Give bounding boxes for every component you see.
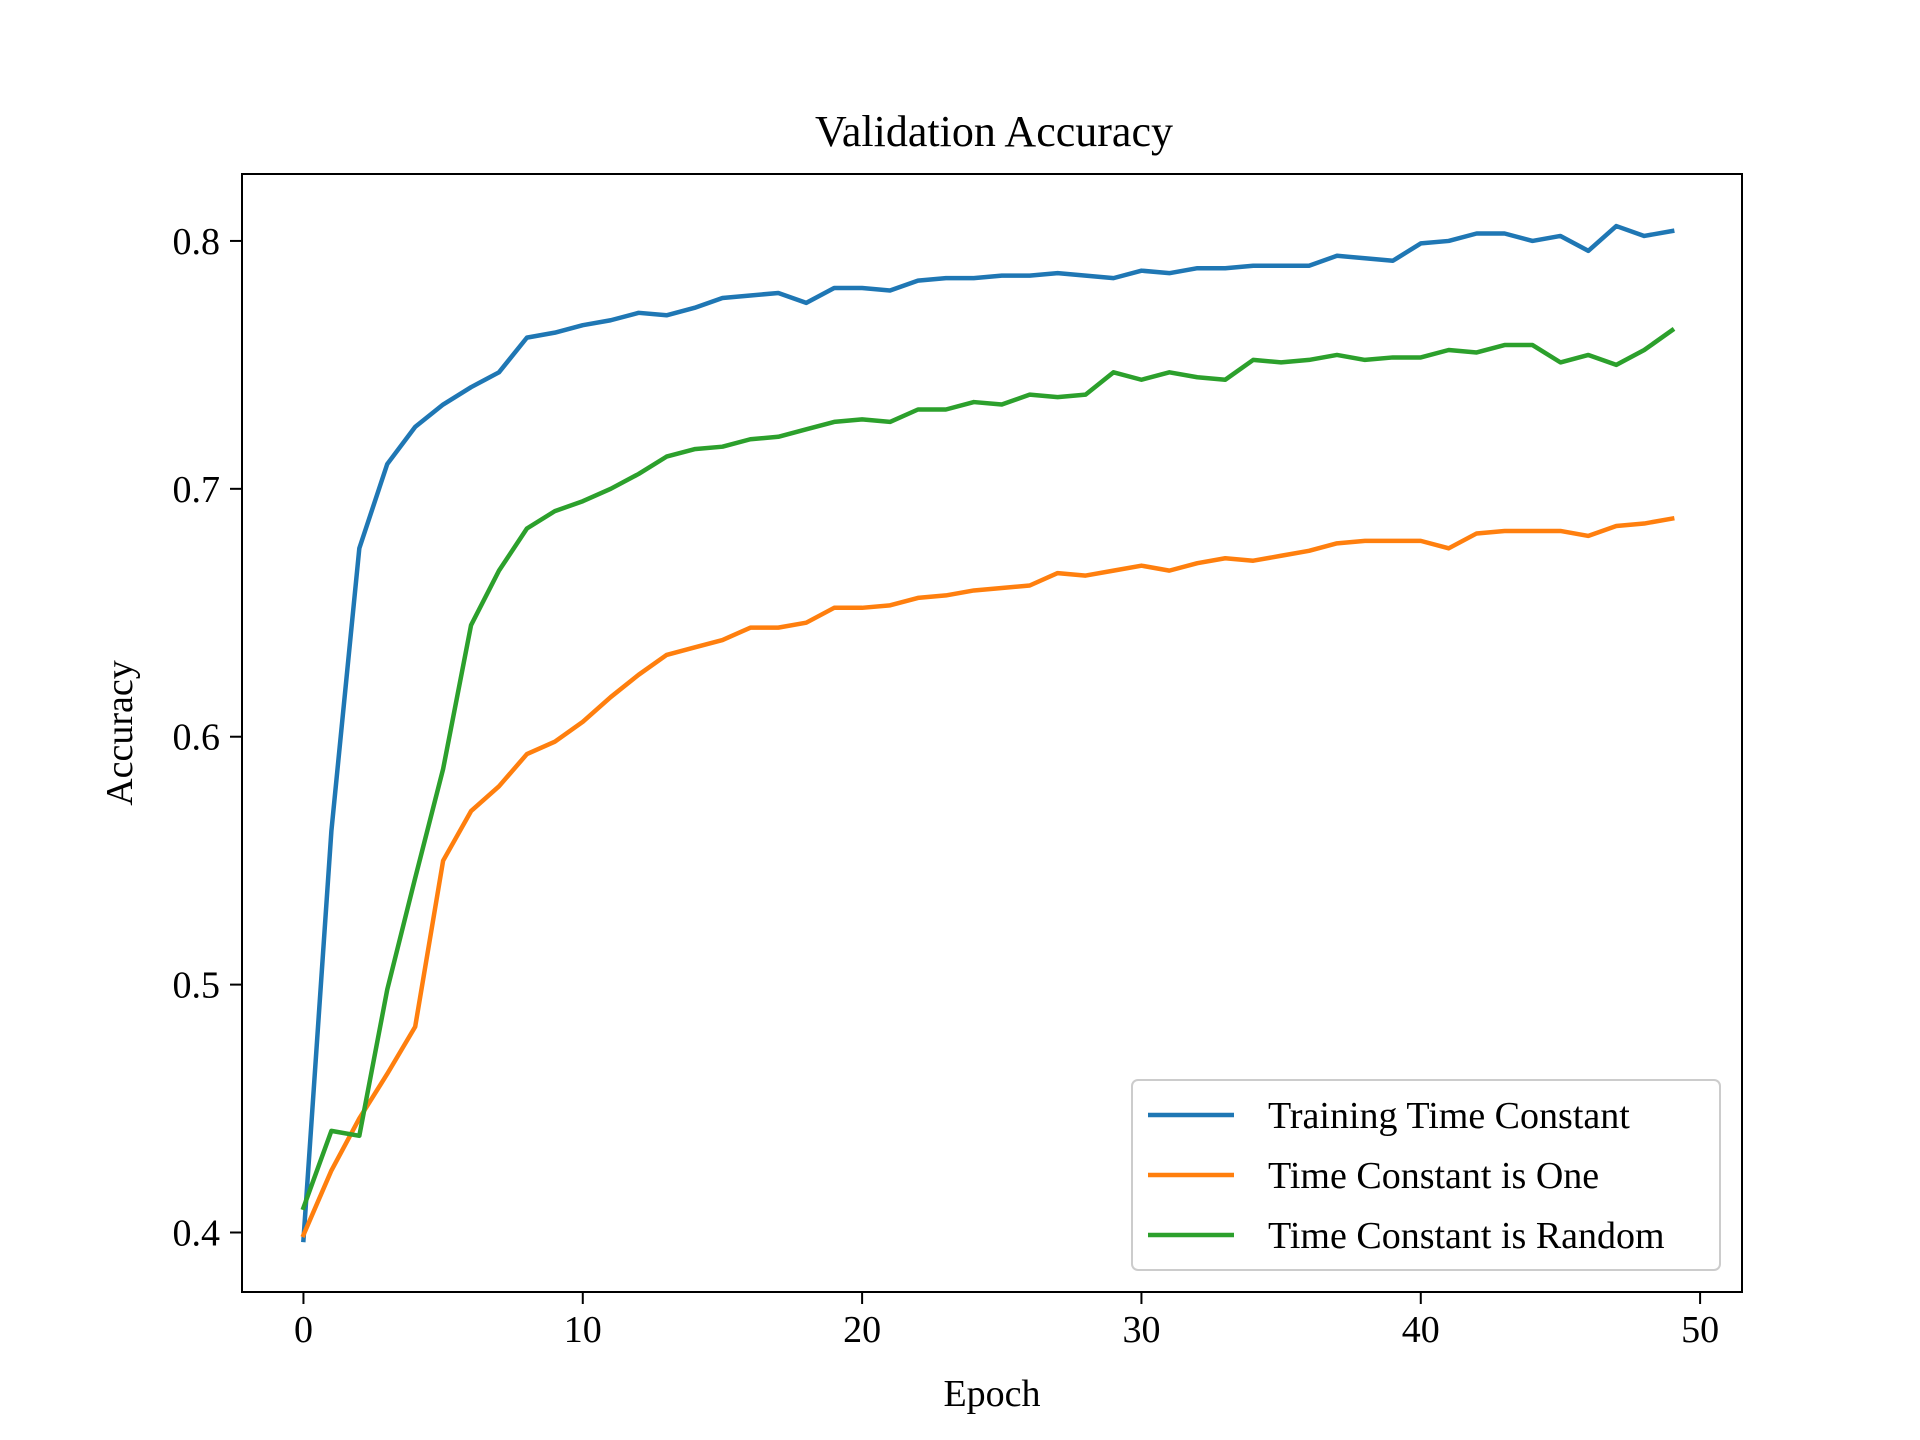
x-tick-label: 30 xyxy=(1122,1309,1160,1351)
legend-box xyxy=(1131,1079,1721,1271)
y-tick-label: 0.7 xyxy=(173,469,221,511)
series-line-1 xyxy=(301,223,1675,1243)
legend-items: Training Time Constant Time Constant is O… xyxy=(1148,1095,1665,1257)
ticks-layer: 0 10 20 30 40 50 0.4 0.5 0.6 0.7 0.8 xyxy=(173,221,1720,1351)
x-axis-label: Epoch xyxy=(943,1373,1040,1415)
y-tick-label: 0.8 xyxy=(173,221,221,263)
series-line-2 xyxy=(300,515,1675,1238)
x-tick-label: 10 xyxy=(564,1309,602,1351)
legend-label-3: Time Constant is Random xyxy=(1268,1215,1665,1257)
series-line-3 xyxy=(300,327,1676,1211)
chart-title: Validation Accuracy xyxy=(815,107,1173,156)
x-tick-label: 50 xyxy=(1681,1309,1719,1351)
y-axis-label: Accuracy xyxy=(99,660,141,806)
x-tick-label: 40 xyxy=(1402,1309,1440,1351)
x-tick-label: 0 xyxy=(294,1309,313,1351)
legend-label-1: Training Time Constant xyxy=(1268,1095,1630,1137)
y-tick-label: 0.6 xyxy=(173,717,221,759)
legend-label-2: Time Constant is One xyxy=(1268,1155,1599,1197)
y-tick-label: 0.5 xyxy=(173,965,221,1007)
legend: Training Time Constant Time Constant is O… xyxy=(1131,1079,1721,1271)
plot-frame xyxy=(241,173,1743,1293)
series-layer xyxy=(300,223,1676,1243)
y-tick-label: 0.4 xyxy=(173,1213,221,1255)
x-tick-label: 20 xyxy=(843,1309,881,1351)
